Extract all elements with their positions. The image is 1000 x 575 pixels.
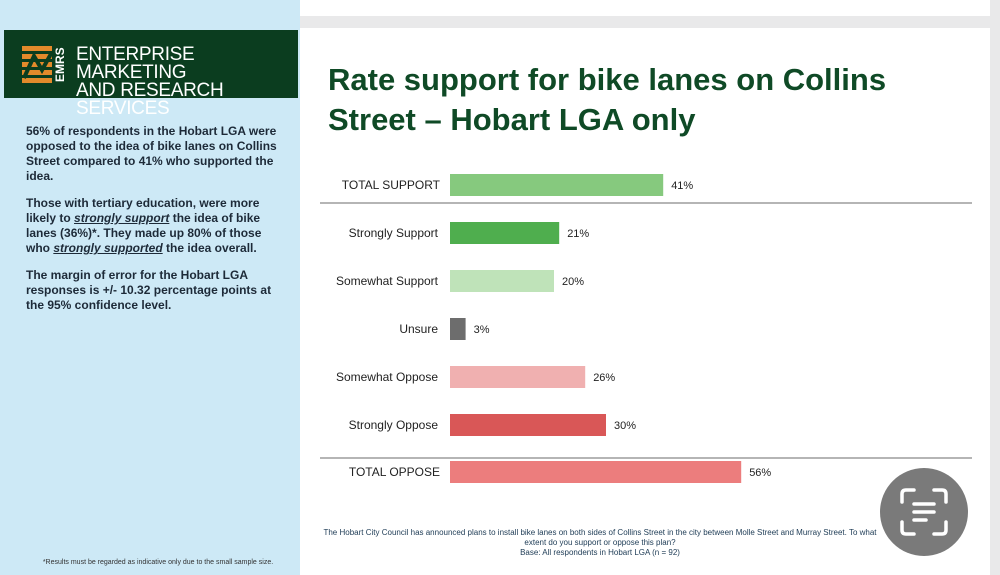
summary-notes: 56% of respondents in the Hobart LGA wer… <box>26 124 286 325</box>
data-label: 21% <box>567 228 589 240</box>
note-2-part-a: Those with tertiary education, were more… <box>26 196 260 225</box>
category-label: TOTAL SUPPORT <box>342 178 441 192</box>
previous-slide-edge <box>300 0 990 16</box>
footnote: *Results must be regarded as indicative … <box>42 559 274 566</box>
logo-line-1: ENTERPRISE MARKETING <box>76 44 195 83</box>
category-label: Unsure <box>399 322 438 336</box>
note-2-emphasis-2: strongly supported <box>53 241 163 255</box>
data-label: 20% <box>562 276 584 288</box>
data-label: 41% <box>671 180 693 192</box>
note-paragraph-1: 56% of respondents in the Hobart LGA wer… <box>26 124 277 183</box>
bar <box>450 414 606 436</box>
note-paragraph-3: The margin of error for the Hobart LGA r… <box>26 268 272 312</box>
emrs-logo-mark-icon: EMRS <box>22 46 67 83</box>
chart-title: Rate support for bike lanes on Collins S… <box>328 62 887 137</box>
category-label: Strongly Support <box>349 226 439 240</box>
text-scan-icon <box>900 488 948 536</box>
note-paragraph-2: Those with tertiary education, were more… <box>26 196 286 256</box>
bar <box>450 222 560 244</box>
emrs-logo: EMRS ENTERPRISE MARKETING AND RESEARCH SE… <box>4 30 298 118</box>
survey-question-note: The Hobart City Council has announced pl… <box>323 528 877 557</box>
slide-canvas <box>300 28 990 575</box>
category-label: Somewhat Oppose <box>336 370 438 384</box>
bar <box>450 366 586 388</box>
category-label: TOTAL OPPOSE <box>349 465 440 479</box>
logo-line-2: AND RESEARCH SERVICES <box>76 80 224 119</box>
note-2-part-c: the idea overall. <box>162 241 257 255</box>
category-label: Somewhat Support <box>336 274 439 288</box>
bar <box>450 461 742 483</box>
data-label: 30% <box>614 420 636 432</box>
bar <box>450 318 466 340</box>
bar <box>450 174 664 196</box>
ocr-scan-button[interactable] <box>880 468 968 556</box>
logo-mark-text: EMRS <box>53 47 67 82</box>
note-2-emphasis-1: strongly support <box>74 211 170 225</box>
note-2-part-b: the idea of bike lanes (36%)*. They made… <box>26 211 262 255</box>
data-label: 56% <box>749 467 771 479</box>
data-label: 3% <box>474 324 490 336</box>
bar-chart: TOTAL SUPPORT 41% Strongly Support 21% Somew… <box>320 174 972 483</box>
data-label: 26% <box>593 372 615 384</box>
category-label: Strongly Oppose <box>349 418 439 432</box>
bar <box>450 270 554 292</box>
